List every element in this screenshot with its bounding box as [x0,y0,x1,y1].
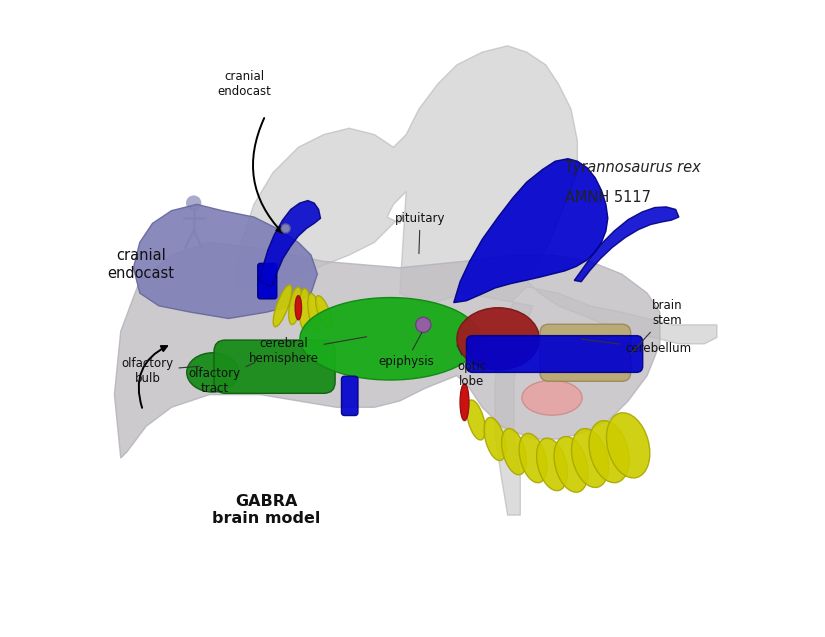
Text: pituitary: pituitary [395,211,446,254]
Ellipse shape [519,433,547,483]
Ellipse shape [502,429,526,475]
Polygon shape [454,159,608,303]
FancyBboxPatch shape [540,324,630,382]
Ellipse shape [308,294,321,331]
Ellipse shape [186,353,238,392]
Ellipse shape [522,380,582,415]
Text: epiphysis: epiphysis [379,333,434,368]
Text: brain
stem: brain stem [631,299,683,354]
Polygon shape [134,204,318,318]
FancyBboxPatch shape [257,263,276,299]
Circle shape [186,196,200,210]
Text: cranial
endocast: cranial endocast [107,248,175,281]
FancyBboxPatch shape [342,376,358,415]
Ellipse shape [457,308,540,370]
Polygon shape [235,46,717,515]
Text: GABRA
brain model: GABRA brain model [213,494,321,526]
Text: olfactory
tract: olfactory tract [189,362,255,395]
FancyBboxPatch shape [214,340,335,393]
Ellipse shape [300,297,481,380]
Ellipse shape [484,417,506,461]
Ellipse shape [299,289,310,329]
Ellipse shape [606,413,650,478]
Ellipse shape [467,400,485,440]
Ellipse shape [589,420,629,483]
FancyBboxPatch shape [466,336,643,373]
Ellipse shape [273,285,292,327]
Polygon shape [574,207,679,282]
Ellipse shape [289,287,302,325]
Polygon shape [115,243,660,458]
Ellipse shape [554,436,588,492]
Text: olfactory
bulb: olfactory bulb [121,357,199,385]
Ellipse shape [572,429,609,487]
Ellipse shape [316,296,332,329]
Text: cerebellum: cerebellum [582,339,691,355]
Text: Tyrannosaurus rex: Tyrannosaurus rex [565,160,700,175]
Polygon shape [259,201,321,287]
Ellipse shape [295,296,301,320]
Text: cranial
endocast: cranial endocast [218,70,271,98]
Text: AMNH 5117: AMNH 5117 [565,190,651,206]
Text: optic
lobe: optic lobe [457,345,486,389]
Circle shape [281,224,290,233]
Ellipse shape [460,384,469,420]
Text: cerebral
hemisphere: cerebral hemisphere [248,337,366,366]
Ellipse shape [536,438,568,490]
Circle shape [416,317,431,333]
